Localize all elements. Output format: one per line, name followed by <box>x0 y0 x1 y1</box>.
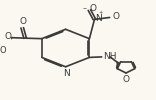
Text: O: O <box>90 4 97 13</box>
Text: $^-$: $^-$ <box>81 6 88 12</box>
Text: N: N <box>63 69 70 78</box>
Text: O: O <box>0 46 6 55</box>
Text: O: O <box>112 12 119 22</box>
Text: O: O <box>4 32 11 41</box>
Text: O: O <box>19 17 26 26</box>
Text: N: N <box>95 14 102 23</box>
Text: $^+$: $^+$ <box>97 11 104 17</box>
Text: NH: NH <box>103 52 117 61</box>
Text: O: O <box>122 75 129 84</box>
